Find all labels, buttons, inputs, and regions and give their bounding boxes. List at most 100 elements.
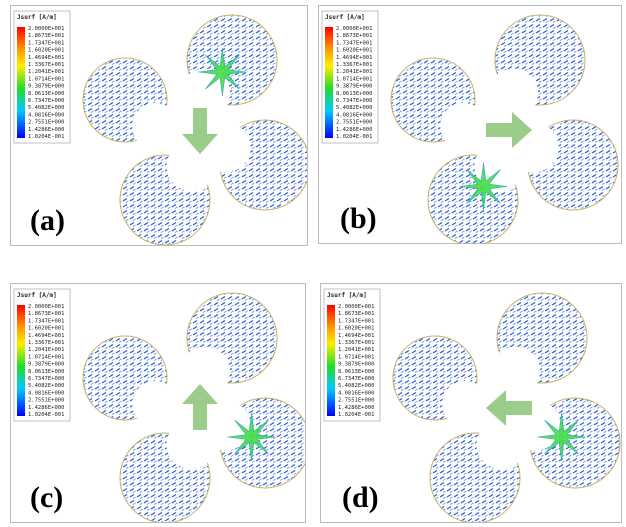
legend-title: Jsurf [A/m] — [327, 292, 367, 299]
legend-label: 6.7347E+000 — [28, 98, 64, 104]
legend-label: 8.0613E+000 — [28, 369, 64, 375]
legend-label: 1.0204E-001 — [28, 412, 64, 418]
direction-arrow — [486, 112, 532, 148]
legend-label: 5.4082E+000 — [28, 105, 64, 111]
legend-label: 1.2041E+001 — [28, 347, 64, 353]
direction-arrow — [486, 390, 532, 426]
legend-label: 2.0000E+001 — [338, 304, 374, 310]
legend-label: 2.7551E+000 — [28, 398, 64, 404]
panel-label: (c) — [30, 481, 63, 514]
legend-label: 1.3367E+001 — [28, 340, 64, 346]
legend-label: 1.7347E+001 — [28, 40, 64, 46]
panel-label: (b) — [340, 202, 377, 235]
legend-label: 1.7347E+001 — [28, 318, 64, 324]
legend-label: 1.6020E+001 — [28, 326, 64, 332]
resonator — [390, 57, 476, 143]
legend-label: 1.0714E+001 — [28, 354, 64, 360]
legend-label: 1.0204E-001 — [28, 134, 64, 140]
legend-label: 9.3879E+000 — [28, 362, 64, 368]
legend-label: 1.3367E+001 — [336, 62, 372, 68]
resonator — [82, 335, 168, 421]
legend-label: 2.0000E+001 — [336, 26, 372, 32]
legend-title: Jsurf [A/m] — [17, 292, 57, 299]
legend-label: 1.3367E+001 — [338, 340, 374, 346]
panel: Jsurf [A/m] 2.0000E+0011.8673E+0011.7347E… — [10, 283, 311, 524]
legend-label: 9.3879E+000 — [28, 84, 64, 90]
legend-label: 1.2041E+001 — [336, 69, 372, 75]
legend-label: 5.4082E+000 — [28, 383, 64, 389]
legend-label: 1.3367E+001 — [28, 62, 64, 68]
legend-label: 1.4694E+001 — [28, 333, 64, 339]
legend-label: 1.4286E+000 — [336, 127, 372, 133]
legend: Jsurf [A/m] 2.0000E+0011.8673E+0011.7347E… — [323, 288, 381, 422]
legend-label: 1.4286E+000 — [338, 405, 374, 411]
legend-label: 9.3879E+000 — [338, 362, 374, 368]
legend-label: 4.0816E+000 — [336, 112, 372, 118]
legend-title: Jsurf [A/m] — [325, 14, 365, 21]
legend-label: 1.4694E+001 — [338, 333, 374, 339]
current-hotspot — [198, 47, 247, 97]
resonator — [496, 292, 588, 384]
legend-label: 4.0816E+000 — [28, 390, 64, 396]
colorbar — [17, 305, 25, 416]
legend-label: 1.8673E+001 — [28, 311, 64, 317]
legend-label: 2.7551E+000 — [336, 120, 372, 126]
legend-label: 5.4082E+000 — [336, 105, 372, 111]
legend-label: 1.6020E+001 — [28, 48, 64, 54]
direction-arrow — [182, 384, 218, 430]
legend-label: 1.6020E+001 — [336, 48, 372, 54]
legend-label: 8.0613E+000 — [28, 91, 64, 97]
legend-label: 4.0816E+000 — [28, 112, 64, 118]
resonator — [186, 14, 278, 106]
legend-label: 1.8673E+001 — [28, 33, 64, 39]
legend-label: 1.4286E+000 — [28, 405, 64, 411]
resonator — [119, 432, 211, 524]
legend-label: 1.4286E+000 — [28, 127, 64, 133]
resonator — [186, 292, 278, 384]
legend-label: 2.0000E+001 — [28, 304, 64, 310]
legend-label: 6.7347E+000 — [336, 98, 372, 104]
legend-label: 1.7347E+001 — [338, 318, 374, 324]
legend-label: 1.2041E+001 — [28, 69, 64, 75]
colorbar — [327, 305, 335, 416]
legend-label: 1.0204E-001 — [338, 412, 374, 418]
legend-label: 6.7347E+000 — [338, 376, 374, 382]
legend-label: 1.0204E-001 — [336, 134, 372, 140]
panel: Jsurf [A/m] 2.0000E+0011.8673E+0011.7347E… — [318, 5, 622, 246]
colorbar — [325, 27, 333, 138]
legend-label: 2.7551E+000 — [338, 398, 374, 404]
resonator — [82, 57, 168, 143]
resonator — [494, 14, 586, 106]
resonator — [119, 154, 211, 246]
legend-label: 5.4082E+000 — [338, 383, 374, 389]
resonator — [427, 154, 519, 246]
legend-label: 8.0613E+000 — [338, 369, 374, 375]
resonator — [219, 119, 311, 211]
resonator — [219, 397, 311, 489]
resonator — [392, 335, 478, 421]
legend-label: 4.0816E+000 — [338, 390, 374, 396]
colorbar — [17, 27, 25, 138]
panel-label: (d) — [342, 481, 379, 514]
legend-title: Jsurf [A/m] — [17, 14, 57, 21]
legend-label: 1.4694E+001 — [28, 55, 64, 61]
legend-label: 6.7347E+000 — [28, 376, 64, 382]
panel-label: (a) — [30, 204, 65, 237]
panel: Jsurf [A/m] 2.0000E+0011.8673E+0011.7347E… — [320, 283, 622, 524]
legend-label: 1.7347E+001 — [336, 40, 372, 46]
legend-label: 1.6020E+001 — [338, 326, 374, 332]
resonator — [527, 119, 619, 211]
resonator — [529, 397, 621, 489]
legend-label: 1.0714E+001 — [28, 76, 64, 82]
legend-label: 2.0000E+001 — [28, 26, 64, 32]
legend: Jsurf [A/m] 2.0000E+0011.8673E+0011.7347E… — [13, 10, 71, 144]
legend-label: 1.0714E+001 — [338, 354, 374, 360]
panel: Jsurf [A/m] 2.0000E+0011.8673E+0011.7347E… — [10, 5, 311, 246]
legend-label: 1.8673E+001 — [338, 311, 374, 317]
legend-label: 2.7551E+000 — [28, 120, 64, 126]
current-hotspot — [227, 412, 276, 462]
legend-label: 1.0714E+001 — [336, 76, 372, 82]
legend-label: 1.2041E+001 — [338, 347, 374, 353]
resonator — [429, 432, 521, 524]
legend: Jsurf [A/m] 2.0000E+0011.8673E+0011.7347E… — [13, 288, 71, 422]
